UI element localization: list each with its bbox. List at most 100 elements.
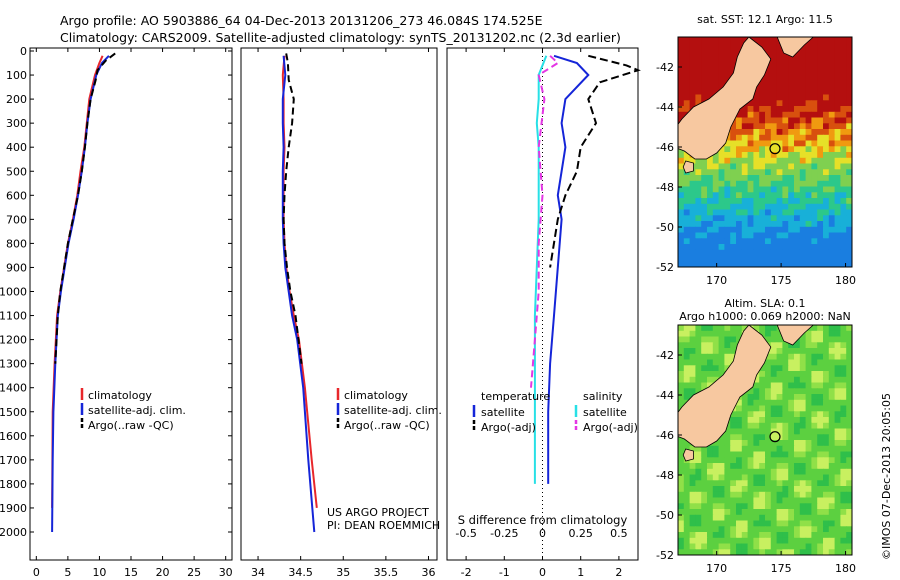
map-cell [736, 198, 743, 205]
map-cell [770, 405, 778, 412]
map-cell [683, 100, 691, 107]
map-cell [794, 226, 801, 234]
map-cell [805, 249, 812, 257]
map-cell [799, 336, 807, 343]
map-cell [799, 463, 807, 470]
map-cell [753, 399, 760, 407]
map-cell [788, 532, 795, 539]
map-cell [707, 226, 714, 234]
map-cell [718, 514, 725, 522]
x2-tick-label: 0 [539, 527, 546, 540]
map-cell [782, 123, 789, 130]
map-cell [794, 111, 801, 119]
map-cell [707, 348, 714, 355]
map-cell [834, 376, 841, 384]
map-cell [811, 152, 818, 159]
map-cell [811, 60, 818, 67]
map-cell [776, 457, 783, 464]
map-cell [823, 428, 830, 435]
map-cell [782, 163, 789, 170]
map-cell [724, 140, 731, 147]
map-cell [753, 497, 760, 504]
map-cell [782, 440, 789, 447]
map-cell [736, 146, 743, 153]
map-cell [753, 157, 760, 165]
map-cell [724, 330, 731, 338]
map-cell [828, 509, 836, 516]
diff-line-salinity-argo-adj- [530, 55, 560, 388]
map-cell [718, 371, 725, 378]
map-cell [794, 209, 801, 216]
map-cell [689, 261, 696, 267]
map-cell [811, 203, 818, 211]
map-cell [823, 336, 830, 343]
map-cell [811, 532, 818, 539]
map-cell [683, 474, 691, 481]
map-cell [817, 440, 824, 447]
map-cell [753, 503, 760, 510]
x-tick-label: -2 [461, 566, 472, 579]
map-cell [770, 134, 778, 142]
map-cell [794, 123, 801, 130]
map-cell [683, 65, 691, 73]
map-cell [689, 244, 696, 251]
map-cell [753, 411, 760, 418]
map-cell [695, 255, 702, 262]
map-cell [730, 532, 737, 539]
map-cell [695, 348, 702, 355]
map-cell [765, 543, 772, 550]
map-cell [741, 192, 749, 199]
map-cell [823, 249, 830, 257]
map-cell [805, 428, 812, 435]
map-cell [753, 146, 760, 153]
map-cell [759, 405, 766, 412]
map-cell [823, 509, 830, 516]
map-cell [747, 463, 754, 470]
map-cell [689, 226, 696, 234]
map-cell [701, 359, 708, 366]
map-cell [840, 405, 847, 412]
map-cell [712, 221, 720, 228]
map-cell [828, 169, 836, 176]
map-cell [840, 94, 847, 101]
map-cell [823, 163, 830, 170]
map-cell [828, 382, 836, 389]
map-cell [846, 537, 852, 545]
map-cell [724, 261, 731, 267]
map-cell [678, 325, 685, 332]
map-cell [782, 169, 789, 176]
map-cell [840, 514, 847, 522]
map-cell [834, 123, 841, 130]
map-cell [718, 255, 725, 262]
legend-label: satellite [583, 406, 627, 419]
map-cell [701, 88, 708, 96]
map-cell [805, 348, 812, 355]
map-cell [834, 451, 841, 458]
map-cell [683, 342, 691, 349]
map-cell [782, 509, 789, 516]
map-cell [834, 411, 841, 418]
map-cell [695, 359, 702, 366]
map-cell [828, 463, 836, 470]
map-cell [799, 192, 807, 199]
map-cell [695, 175, 702, 182]
map-cell [695, 497, 702, 504]
map-cell [782, 244, 789, 251]
map-cell [753, 215, 760, 222]
map-cell [678, 221, 685, 228]
map-cell [817, 399, 824, 407]
map-cell [828, 422, 836, 430]
map-cell [834, 209, 841, 216]
map-cell [834, 353, 841, 361]
map-cell [678, 526, 685, 533]
map-cell [683, 463, 691, 470]
legend-label: satellite [481, 406, 525, 419]
map-cell [811, 71, 818, 78]
map-cell [759, 37, 766, 44]
map-cell [689, 365, 696, 372]
map-cell [707, 325, 714, 332]
map-cell [736, 440, 743, 447]
map-cell [765, 353, 772, 361]
map-cell [834, 422, 841, 430]
map-cell [689, 532, 696, 539]
